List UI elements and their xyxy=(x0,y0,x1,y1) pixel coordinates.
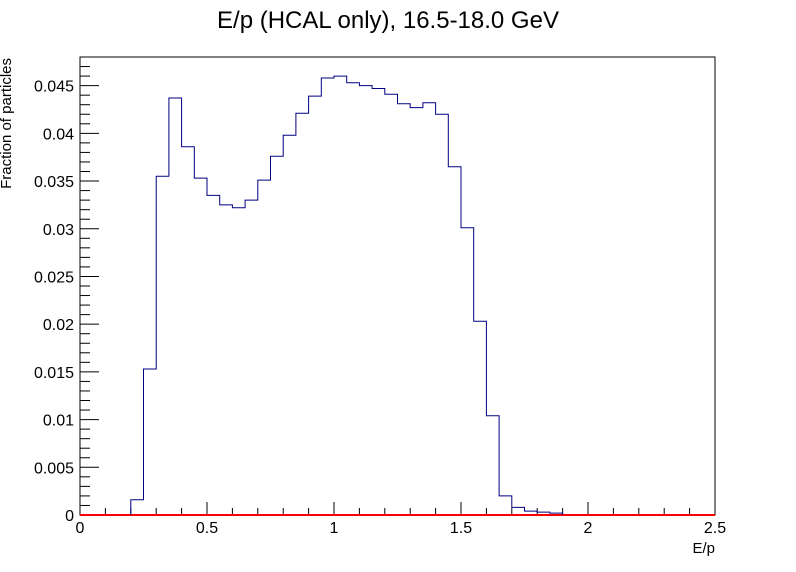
histogram-bin xyxy=(296,113,309,515)
chart-title: E/p (HCAL only), 16.5-18.0 GeV xyxy=(217,7,559,34)
histogram-bin xyxy=(271,156,284,515)
histogram-bin xyxy=(182,147,195,515)
y-tick-label: 0.015 xyxy=(34,365,74,382)
plot-area: 0 0.5 1 1.5 2 2.5 0 0.005 0.01 0.015 0.02 0.025 0.03… xyxy=(34,56,726,537)
histogram-bin xyxy=(207,195,220,515)
x-tick-label: 0 xyxy=(76,520,85,537)
histogram-bin xyxy=(448,167,461,515)
histogram-bin xyxy=(169,98,182,515)
histogram-bin xyxy=(334,76,347,515)
histogram-bin xyxy=(474,321,487,515)
histogram-bin xyxy=(131,500,144,515)
histogram-bin xyxy=(156,176,169,515)
y-axis-label: Fraction of particles xyxy=(0,58,15,189)
y-tick-label: 0 xyxy=(65,508,74,525)
histogram-bin xyxy=(410,108,423,515)
histogram-bin xyxy=(461,228,474,515)
histogram-bin xyxy=(499,496,512,515)
histogram-bin xyxy=(385,94,398,515)
histogram-bin xyxy=(398,104,411,515)
histogram-bin xyxy=(525,511,538,515)
histogram-bin xyxy=(194,178,207,515)
y-tick-label: 0.04 xyxy=(43,126,74,143)
histogram-series xyxy=(130,75,564,515)
histogram-bin xyxy=(436,114,449,515)
histogram-bin xyxy=(537,512,550,515)
histogram-bin xyxy=(372,88,385,515)
y-tick-label: 0.005 xyxy=(34,460,74,477)
x-tick-label: 2.5 xyxy=(704,520,726,537)
histogram-bin xyxy=(486,416,499,515)
y-tick-label: 0.01 xyxy=(43,413,74,430)
histogram-bin xyxy=(359,86,372,515)
histogram-bin xyxy=(258,180,271,515)
x-tick-label: 2 xyxy=(584,520,593,537)
histogram-bin xyxy=(423,103,436,515)
y-tick-label: 0.045 xyxy=(34,79,74,96)
histogram-bin xyxy=(232,208,245,515)
x-tick-label: 0.5 xyxy=(196,520,218,537)
histogram-bin xyxy=(321,78,334,515)
histogram-bin xyxy=(512,507,525,515)
histogram-bin xyxy=(144,369,157,515)
x-tick-label: 1.5 xyxy=(450,520,472,537)
y-tick-label: 0.025 xyxy=(34,269,74,286)
x-tick-label: 1 xyxy=(330,520,339,537)
y-tick-label: 0.035 xyxy=(34,174,74,191)
histogram-bin xyxy=(220,205,233,515)
histogram-bin xyxy=(550,513,563,515)
histogram-bin xyxy=(309,96,322,515)
histogram-bin xyxy=(245,200,258,515)
histogram-bin xyxy=(283,135,296,515)
y-tick-label: 0.02 xyxy=(43,317,74,334)
histogram-bin xyxy=(347,83,360,515)
x-axis-label: E/p xyxy=(692,540,715,557)
y-tick-label: 0.03 xyxy=(43,222,74,239)
